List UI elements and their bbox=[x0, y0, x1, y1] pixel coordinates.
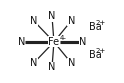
Text: N: N bbox=[68, 16, 75, 26]
Text: N: N bbox=[30, 16, 37, 26]
Text: Ba: Ba bbox=[89, 50, 101, 60]
Text: Fe: Fe bbox=[48, 37, 60, 47]
Text: 4-: 4- bbox=[60, 35, 67, 41]
Text: N: N bbox=[48, 11, 56, 21]
Text: Ba: Ba bbox=[89, 22, 101, 32]
Text: N: N bbox=[48, 62, 56, 72]
Text: N: N bbox=[30, 58, 37, 68]
Text: 2+: 2+ bbox=[95, 48, 106, 54]
Text: 2+: 2+ bbox=[95, 20, 106, 26]
Text: N: N bbox=[68, 58, 75, 68]
Text: N: N bbox=[79, 37, 86, 47]
Text: N: N bbox=[18, 37, 25, 47]
